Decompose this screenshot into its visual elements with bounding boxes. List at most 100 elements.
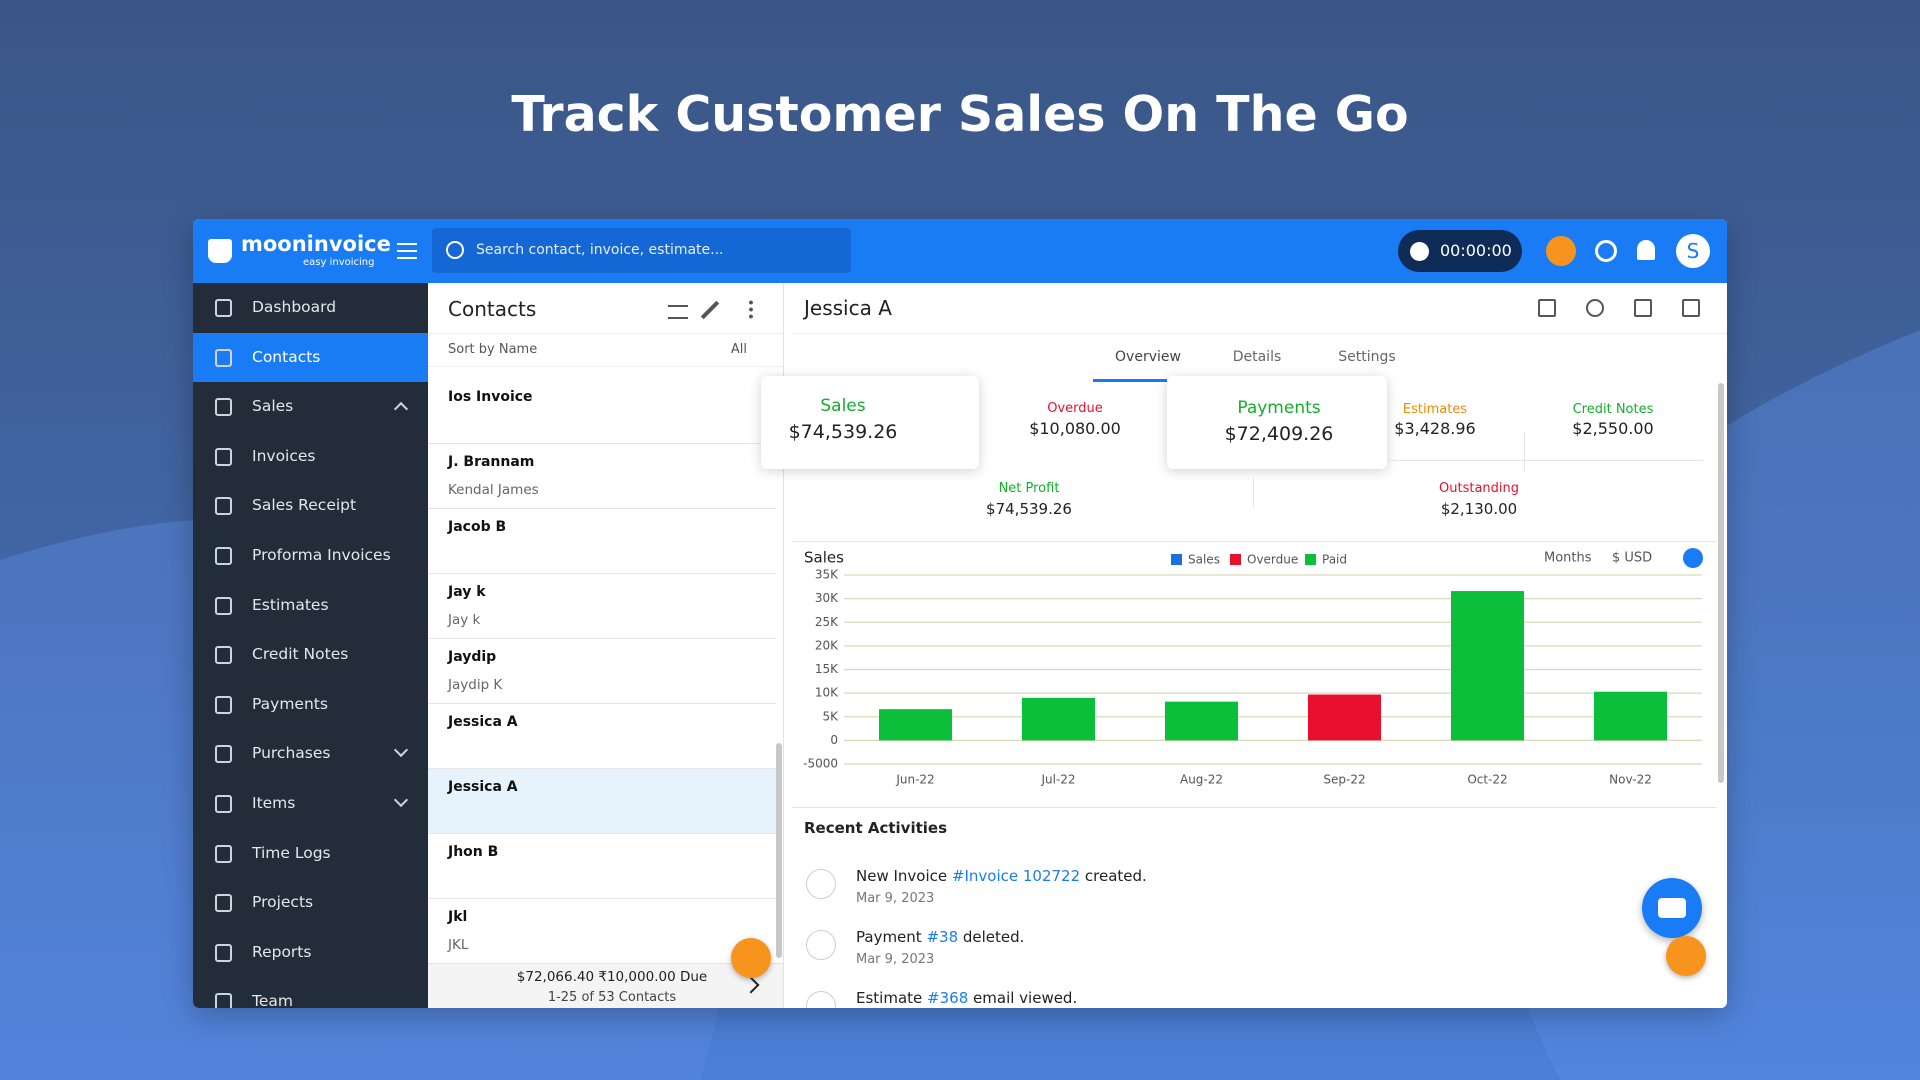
sidebar-item[interactable]: Team — [193, 977, 428, 1008]
activity-date: Mar 9, 2023 — [856, 952, 935, 967]
activity-link[interactable]: #38 — [926, 928, 959, 946]
sidebar-item[interactable]: Contacts — [193, 332, 428, 383]
contact-item[interactable]: Jay k Jay k — [428, 574, 776, 639]
add-contact-button[interactable] — [731, 938, 771, 978]
chat-button[interactable] — [1642, 878, 1702, 938]
sidebar-icon — [215, 894, 232, 913]
period-select[interactable]: Months — [1544, 551, 1592, 566]
contact-item[interactable]: Jhon B — [428, 834, 776, 899]
sidebar-label: Items — [252, 794, 296, 812]
tab[interactable]: Details — [1232, 349, 1282, 365]
sidebar-label: Purchases — [252, 744, 331, 763]
more-icon[interactable] — [749, 299, 753, 319]
contact-item[interactable]: Jessica A — [428, 769, 776, 834]
add-button[interactable] — [1666, 936, 1706, 976]
activity-link[interactable]: #Invoice 102722 — [951, 867, 1081, 885]
action-more[interactable] — [1682, 299, 1700, 317]
sidebar-item[interactable]: Proforma Invoices — [193, 531, 428, 581]
bell-icon[interactable] — [1637, 240, 1655, 260]
y-tick-label: 30K — [815, 591, 839, 605]
sidebar-item[interactable]: Reports — [193, 928, 428, 978]
summary-label: Sales — [820, 395, 866, 416]
sidebar-label: Time Logs — [252, 843, 331, 862]
contact-item[interactable]: Jaydip Jaydip K — [428, 639, 776, 704]
contact-item[interactable]: J. Brannam Kendal James — [428, 444, 776, 509]
avatar[interactable]: S — [1676, 234, 1710, 268]
sidebar-item[interactable]: Invoices — [193, 432, 428, 482]
contact-item[interactable]: Jessica A — [428, 704, 776, 769]
sidebar-icon — [215, 299, 232, 317]
filter-option[interactable]: All — [730, 342, 747, 357]
timer[interactable]: 00:00:00 — [1398, 230, 1522, 272]
sidebar-label: Dashboard — [252, 298, 337, 316]
activity-link[interactable]: #368 — [927, 989, 969, 1007]
search-box[interactable]: Search contact, invoice, estimate... — [432, 228, 851, 273]
currency-select[interactable]: $ USD — [1612, 551, 1652, 566]
sidebar-label: Invoices — [252, 446, 316, 465]
action-pencil[interactable] — [1538, 299, 1556, 317]
activity-text-part: created. — [1084, 867, 1147, 885]
sidebar-item[interactable]: Purchases — [193, 729, 428, 779]
sidebar-label: Credit Notes — [252, 645, 349, 664]
bar — [879, 709, 952, 741]
activity-text-part: New Invoice — [856, 867, 948, 885]
sidebar-item[interactable]: Items — [193, 779, 428, 829]
chevron[interactable] — [393, 402, 409, 417]
chart-type-icon[interactable] — [1683, 548, 1703, 568]
legend-swatch — [1230, 554, 1241, 565]
contact-item[interactable]: Ios Invoice — [428, 379, 776, 444]
y-tick-label: 15K — [815, 662, 839, 676]
contact-item[interactable]: Jacob B — [428, 509, 776, 574]
tab-indicator — [1093, 379, 1167, 382]
y-tick-label: 35K — [815, 568, 839, 582]
sidebar-icon — [215, 943, 232, 962]
sidebar-item[interactable]: Credit Notes — [193, 630, 428, 680]
contact-count: 1-25 of 53 Contacts — [547, 990, 677, 1005]
scrollbar — [1718, 383, 1724, 783]
activity-text-part: Payment — [856, 928, 922, 946]
sidebar-icon — [215, 646, 232, 665]
sidebar-label: Team — [252, 992, 293, 1008]
menu-button[interactable] — [397, 243, 417, 259]
sort-option[interactable]: Sort by Name — [448, 342, 538, 357]
tab[interactable]: Overview — [1115, 349, 1181, 365]
action-dollar[interactable] — [1586, 299, 1604, 317]
legend-label: Sales — [1188, 553, 1220, 567]
sidebar-item[interactable]: Payments — [193, 680, 428, 730]
filter-icon[interactable] — [668, 305, 688, 319]
contact-item[interactable]: Jkl JKL — [428, 899, 776, 964]
sidebar-item[interactable]: Sales — [193, 382, 428, 432]
y-tick-label: 10K — [815, 686, 839, 700]
sidebar-icon — [215, 844, 232, 863]
sidebar-item[interactable]: Projects — [193, 878, 428, 928]
timer-value: 00:00:00 — [1440, 241, 1512, 260]
edit-icon[interactable] — [700, 300, 720, 320]
bar — [1308, 694, 1381, 741]
activity-icon — [806, 930, 836, 960]
chevron[interactable] — [393, 743, 409, 758]
sidebar-icon — [215, 447, 232, 466]
bar — [1165, 701, 1238, 741]
add-button[interactable] — [1546, 236, 1576, 266]
summary-label: Net Profit — [998, 481, 1060, 497]
tab[interactable]: Settings — [1338, 349, 1396, 365]
sidebar-item[interactable]: Estimates — [193, 581, 428, 631]
divider — [792, 807, 1717, 808]
chevron[interactable] — [393, 792, 409, 808]
sidebar-item[interactable]: Sales Receipt — [193, 481, 428, 531]
sidebar-item[interactable]: Dashboard — [193, 283, 428, 333]
legend-swatch — [1171, 554, 1182, 565]
x-tick-label: Oct-22 — [1467, 773, 1507, 787]
sidebar-label: Sales — [252, 397, 294, 416]
action-doc[interactable] — [1634, 299, 1652, 317]
play-icon — [1410, 242, 1429, 261]
sidebar-icon — [215, 547, 232, 565]
sidebar-label: Contacts — [252, 347, 321, 366]
contact-name: Jkl — [448, 909, 468, 925]
sidebar-item[interactable]: Time Logs — [193, 829, 428, 879]
contacts-title: Contacts — [448, 297, 537, 321]
contact-name: Jhon B — [448, 844, 499, 860]
settings-icon[interactable] — [1595, 240, 1617, 262]
y-tick-label: 20K — [815, 638, 839, 652]
